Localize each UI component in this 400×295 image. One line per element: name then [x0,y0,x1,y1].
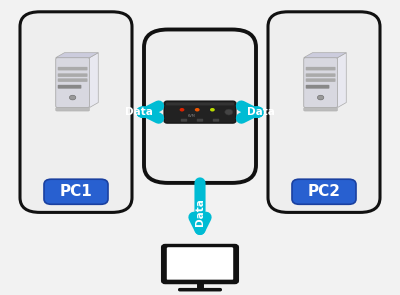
FancyBboxPatch shape [162,280,238,283]
FancyBboxPatch shape [304,58,338,108]
Text: Data: Data [125,107,153,117]
Polygon shape [90,53,98,108]
FancyBboxPatch shape [58,73,88,77]
Circle shape [70,95,76,100]
Circle shape [318,95,324,100]
Circle shape [225,109,233,115]
Circle shape [195,108,200,112]
Text: KVM: KVM [188,114,196,118]
FancyBboxPatch shape [56,108,90,111]
FancyBboxPatch shape [58,67,88,71]
Text: PC2: PC2 [308,184,340,199]
FancyBboxPatch shape [167,247,233,280]
FancyBboxPatch shape [304,108,338,111]
FancyBboxPatch shape [164,101,236,123]
Circle shape [210,108,215,112]
FancyBboxPatch shape [144,30,256,183]
FancyBboxPatch shape [181,119,187,122]
FancyBboxPatch shape [292,179,356,204]
FancyBboxPatch shape [166,103,234,106]
FancyBboxPatch shape [306,78,336,82]
Polygon shape [338,53,346,108]
Text: Data: Data [195,199,205,226]
FancyBboxPatch shape [306,85,329,89]
FancyBboxPatch shape [306,67,336,71]
FancyBboxPatch shape [20,12,132,212]
FancyBboxPatch shape [58,78,88,82]
FancyBboxPatch shape [56,58,90,108]
FancyBboxPatch shape [268,12,380,212]
Polygon shape [304,53,346,58]
FancyBboxPatch shape [162,245,238,283]
FancyBboxPatch shape [213,119,219,122]
Circle shape [180,108,184,112]
Text: PC1: PC1 [60,184,92,199]
Polygon shape [56,53,98,58]
FancyBboxPatch shape [58,85,81,89]
FancyBboxPatch shape [197,119,203,122]
FancyBboxPatch shape [178,288,222,291]
FancyBboxPatch shape [44,179,108,204]
Text: Data: Data [247,107,275,117]
FancyBboxPatch shape [306,73,336,77]
